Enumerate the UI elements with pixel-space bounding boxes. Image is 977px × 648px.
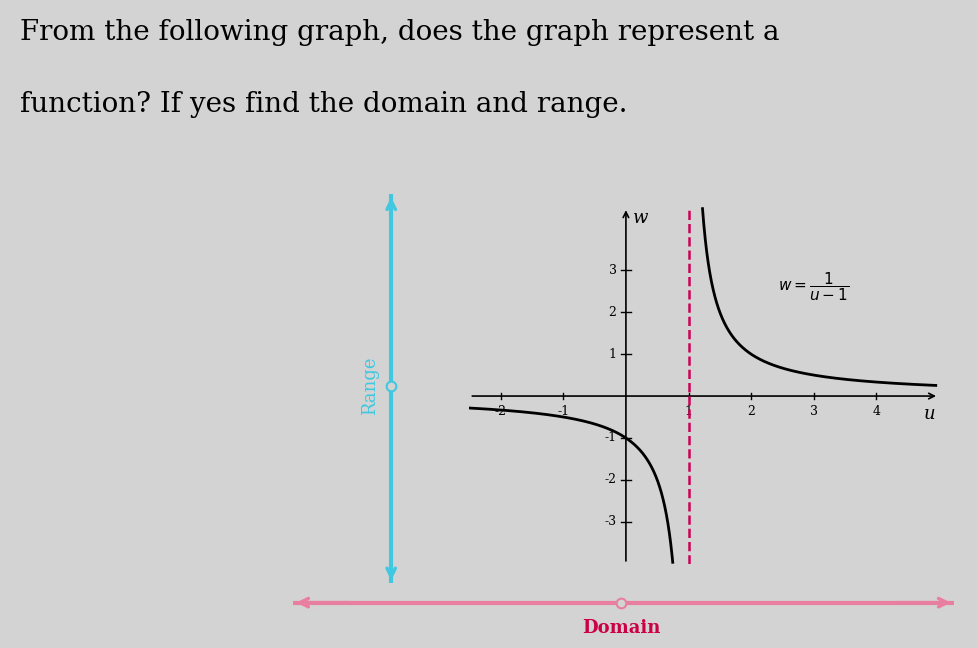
Text: Range: Range — [361, 356, 378, 415]
Text: -1: -1 — [604, 432, 616, 445]
Text: 1: 1 — [608, 347, 616, 361]
Text: Domain: Domain — [581, 619, 659, 637]
Text: 2: 2 — [746, 405, 754, 418]
Text: From the following graph, does the graph represent a: From the following graph, does the graph… — [20, 19, 779, 47]
Text: -2: -2 — [604, 474, 616, 487]
Text: function? If yes find the domain and range.: function? If yes find the domain and ran… — [20, 91, 626, 118]
Text: 3: 3 — [809, 405, 817, 418]
Text: w: w — [633, 209, 648, 227]
Text: 2: 2 — [608, 306, 616, 319]
Text: $w = \dfrac{1}{u - 1}$: $w = \dfrac{1}{u - 1}$ — [778, 271, 848, 303]
Text: -1: -1 — [557, 405, 569, 418]
Text: 3: 3 — [608, 264, 616, 277]
Text: 4: 4 — [871, 405, 879, 418]
Text: -3: -3 — [604, 515, 616, 528]
Text: -2: -2 — [494, 405, 506, 418]
Text: 1: 1 — [684, 405, 692, 418]
Text: u: u — [923, 405, 935, 423]
